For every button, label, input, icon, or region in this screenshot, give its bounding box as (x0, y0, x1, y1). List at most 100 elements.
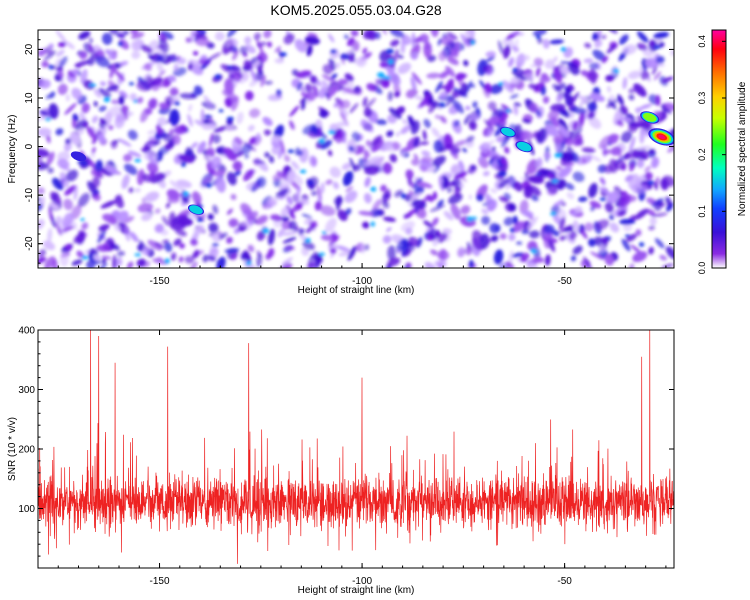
heatmap-cell (292, 173, 304, 185)
colorbar-ticks: 0.0 0.1 0.2 0.3 0.4 (697, 35, 726, 274)
heatmap-cell (431, 100, 440, 108)
heatmap-cell (264, 152, 270, 158)
heatmap-cell (645, 58, 658, 69)
heatmap-cell (349, 157, 356, 173)
heatmap-cell (65, 94, 70, 102)
heatmap-cell (396, 238, 409, 251)
heatmap-cell (448, 193, 463, 205)
heatmap-y-axis: -20 -10 0 10 20 (24, 29, 674, 264)
heatmap-cell (381, 200, 390, 209)
heatmap-cell (435, 80, 443, 93)
heatmap-cell (178, 256, 184, 263)
heatmap-cell (240, 203, 252, 216)
heatmap-cell (304, 237, 311, 243)
heatmap-cell (126, 261, 134, 268)
heatmap-cell (330, 49, 337, 54)
heatmap-cell (299, 169, 307, 174)
heatmap-cell (325, 179, 333, 185)
heatmap-cell (43, 50, 57, 61)
heatmap-cell (345, 208, 352, 216)
heatmap-cell (185, 37, 192, 43)
heatmap-cell (89, 37, 93, 44)
heatmap-cell (88, 83, 97, 87)
heatmap-cell (397, 54, 404, 59)
heatmap-cell (48, 206, 53, 221)
heatmap-cell (453, 119, 460, 128)
heatmap-cell (460, 205, 471, 215)
heatmap-cell (147, 129, 157, 135)
heatmap-cell (439, 115, 447, 124)
heatmap-cell (374, 31, 381, 40)
heatmap-cell (206, 147, 215, 158)
heatmap-cell (599, 187, 612, 196)
heatmap-cell (627, 70, 641, 80)
heatmap-cell (437, 38, 442, 46)
heatmap-cell (144, 108, 153, 115)
heatmap-cell (226, 171, 237, 186)
heatmap-cell (486, 56, 495, 62)
heatmap-cell (508, 233, 516, 241)
heatmap-cell (510, 76, 520, 85)
heatmap-cell (487, 101, 497, 111)
heatmap-cell (453, 139, 468, 147)
heatmap-cell (243, 169, 255, 182)
heatmap-cell (442, 228, 452, 235)
heatmap-cell (588, 62, 600, 70)
heatmap-cell (535, 257, 545, 263)
heatmap-cell (465, 105, 471, 111)
heatmap-cell (551, 63, 566, 71)
heatmap-cell (56, 49, 65, 57)
heatmap-cell (528, 83, 539, 90)
colorbar-label: Normalized spectral amplitude (737, 81, 748, 216)
heatmap-cell (432, 191, 438, 200)
heatmap-cell (73, 235, 79, 244)
heatmap-cell (280, 262, 293, 268)
heatmap-cell (215, 176, 226, 193)
snr-panel: -150 -100 -50 100 200 300 400 Height of strai… (7, 326, 675, 596)
heatmap-cell (549, 39, 564, 45)
heatmap-cell (360, 119, 374, 133)
heatmap-cell (73, 184, 78, 201)
heatmap-cell (212, 204, 219, 215)
heatmap-cell (543, 152, 552, 159)
heatmap-cell (111, 140, 118, 149)
heatmap-cell (55, 221, 62, 236)
colorbar-scale (711, 29, 727, 269)
heatmap-cell (168, 75, 177, 82)
heatmap-cell (623, 152, 631, 160)
heatmap-cell (379, 61, 389, 68)
heatmap-cell (236, 111, 244, 125)
heatmap-cell (64, 41, 75, 50)
heatmap-cell (136, 96, 144, 104)
heatmap-cell (400, 124, 411, 135)
heatmap-cell (83, 121, 89, 128)
heatmap-cell (118, 138, 132, 147)
heatmap-cell (479, 233, 490, 249)
heatmap-cell (513, 38, 519, 55)
heatmap-cell (490, 235, 499, 242)
heatmap-cell (156, 60, 164, 74)
heatmap-cell (509, 93, 519, 99)
heatmap-cell (647, 180, 654, 185)
heatmap-cell (372, 198, 382, 211)
heatmap-cell (76, 250, 84, 258)
heatmap-cell (498, 82, 504, 86)
heatmap-cell (423, 118, 431, 129)
heatmap-cell (152, 140, 161, 146)
colorbar-tick-label: 0.1 (697, 205, 707, 218)
heatmap-cell (570, 255, 577, 262)
heatmap-cell (402, 119, 408, 125)
heatmap-cell (419, 33, 429, 43)
heatmap-cell (114, 223, 122, 232)
heatmap-cell (309, 155, 317, 168)
heatmap-cell (133, 99, 138, 103)
heatmap-cell (99, 118, 108, 125)
heatmap-cell (608, 98, 617, 110)
heatmap-cell (208, 222, 219, 233)
heatmap-cell (362, 47, 368, 55)
heatmap-cell (655, 94, 661, 107)
heatmap-cell (653, 181, 658, 191)
heatmap-cell (413, 153, 419, 161)
heatmap-cell (526, 159, 539, 175)
heatmap-cell (247, 124, 255, 132)
